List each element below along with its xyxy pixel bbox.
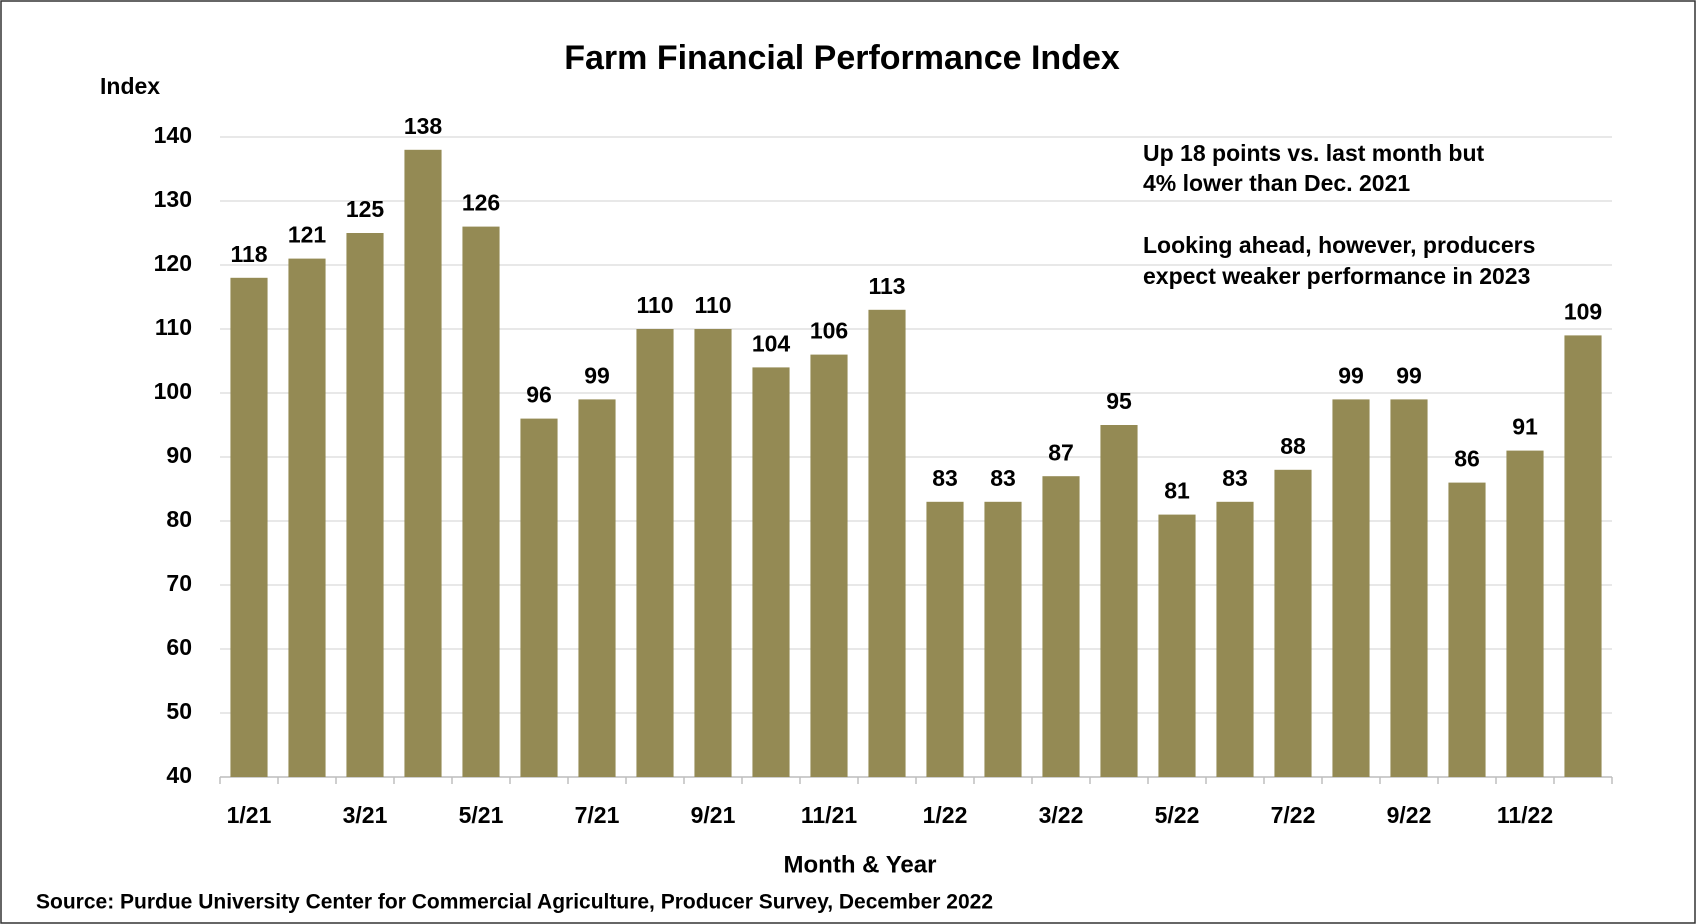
x-axis-label: Month & Year — [784, 851, 937, 878]
x-tick-label: 1/21 — [227, 802, 272, 828]
source-note: Source: Purdue University Center for Com… — [36, 891, 993, 914]
value-label: 86 — [1454, 446, 1480, 472]
y-tick-label: 120 — [154, 250, 192, 276]
value-label: 88 — [1280, 433, 1306, 459]
value-label: 113 — [868, 273, 905, 299]
value-label: 83 — [932, 465, 958, 491]
value-label: 99 — [1396, 362, 1422, 388]
bar — [1216, 501, 1254, 777]
y-tick-label: 110 — [155, 314, 192, 340]
bar — [636, 329, 674, 777]
bar — [1158, 514, 1196, 777]
bar — [1390, 399, 1428, 777]
x-tick-label: 9/22 — [1387, 802, 1432, 828]
y-tick-label: 140 — [154, 122, 192, 148]
value-label: 87 — [1048, 439, 1074, 465]
bar — [1564, 335, 1602, 777]
value-label: 99 — [584, 362, 610, 388]
bar — [346, 233, 384, 777]
y-tick-label: 50 — [166, 698, 192, 724]
y-tick-label: 40 — [166, 762, 192, 788]
value-label: 125 — [346, 196, 385, 222]
value-label: 81 — [1164, 478, 1190, 504]
value-label: 83 — [990, 465, 1016, 491]
bar — [462, 226, 500, 778]
value-label: 104 — [752, 330, 791, 356]
annotation: 4% lower than Dec. 2021 — [1143, 170, 1410, 196]
y-tick-label: 70 — [166, 570, 192, 596]
value-label: 106 — [810, 318, 848, 344]
bar — [578, 399, 616, 777]
annotation: Up 18 points vs. last month but — [1143, 140, 1485, 166]
annotation: Looking ahead, however, producers — [1143, 232, 1535, 258]
x-tick-label: 9/21 — [691, 802, 736, 828]
x-tick-label: 5/21 — [459, 802, 504, 828]
bar — [1042, 476, 1080, 777]
bar — [1332, 399, 1370, 777]
bar — [984, 501, 1022, 777]
y-tick-label: 130 — [154, 186, 192, 212]
x-tick-label: 7/22 — [1271, 802, 1316, 828]
value-label: 126 — [462, 190, 500, 216]
bar — [926, 501, 964, 777]
bar — [230, 277, 268, 777]
value-label: 121 — [288, 222, 327, 248]
bar — [1100, 425, 1138, 777]
value-label: 96 — [526, 382, 552, 408]
value-label: 95 — [1106, 388, 1132, 414]
y-tick-label: 60 — [166, 634, 192, 660]
value-label: 118 — [230, 241, 267, 267]
y-tick-label: 90 — [166, 442, 192, 468]
bar — [810, 354, 848, 777]
bar — [1506, 450, 1544, 777]
chart-title: Farm Financial Performance Index — [564, 39, 1120, 77]
bar — [1448, 482, 1486, 777]
value-label: 99 — [1338, 362, 1364, 388]
value-label: 138 — [404, 113, 443, 139]
value-label: 109 — [1564, 298, 1602, 324]
bar — [752, 367, 790, 777]
x-tick-label: 3/21 — [343, 802, 388, 828]
x-tick-label: 5/22 — [1155, 802, 1200, 828]
x-tick-label: 1/22 — [923, 802, 968, 828]
bar — [520, 418, 558, 777]
value-label: 83 — [1222, 465, 1248, 491]
bar — [288, 258, 326, 778]
value-label: 110 — [694, 292, 731, 318]
x-tick-label: 11/22 — [1497, 802, 1553, 828]
y-tick-label: 100 — [154, 378, 192, 404]
y-axis-label: Index — [100, 73, 160, 99]
value-label: 91 — [1512, 414, 1538, 440]
bar — [1274, 469, 1312, 777]
bar — [868, 309, 906, 777]
x-tick-label: 3/22 — [1039, 802, 1084, 828]
value-label: 110 — [636, 292, 673, 318]
bar — [694, 329, 732, 777]
annotation: expect weaker performance in 2023 — [1143, 263, 1530, 289]
bar — [404, 149, 442, 778]
x-tick-label: 7/21 — [575, 802, 620, 828]
y-tick-label: 80 — [166, 506, 192, 532]
x-tick-label: 11/21 — [801, 802, 857, 828]
